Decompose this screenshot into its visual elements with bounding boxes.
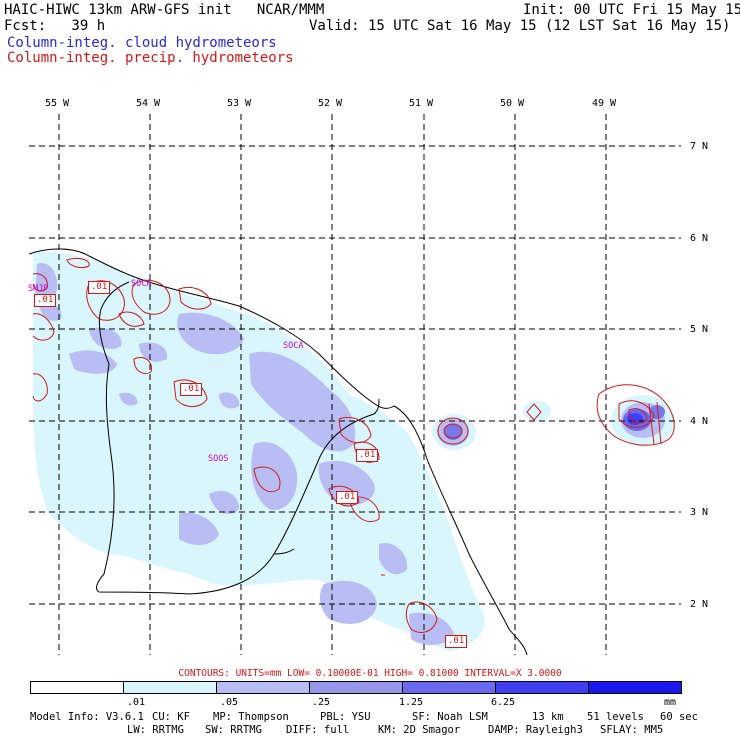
colorbar-tick: .01: [127, 697, 146, 708]
lat-lon-grid: [29, 114, 681, 655]
surface-layer-scheme: SFLAY: MM5: [600, 724, 664, 736]
lon-label-49w: 49 W: [592, 98, 617, 109]
lon-label-50w: 50 W: [500, 98, 525, 109]
shortwave-scheme: SW: RRTMG: [205, 724, 262, 736]
region-label-soos: SOOS: [208, 454, 229, 464]
precip-contours: [32, 257, 675, 633]
grid-spacing: 13 km: [532, 711, 564, 723]
pbl-scheme: PBL: YSU: [320, 711, 371, 723]
lon-label-55w: 55 W: [45, 98, 70, 109]
lat-label-3n: 3 N: [690, 507, 709, 518]
region-label-soca: SOCA: [283, 341, 304, 351]
contour-label: .01: [180, 383, 203, 396]
eddy-coefficient-option: KM: 2D Smagor: [378, 724, 461, 736]
region-label-soca-north: SOCA: [131, 279, 152, 289]
title-line: HAIC-HIWC 13km ARW-GFS init NCAR/MMM: [4, 2, 325, 18]
colorbar: [30, 681, 682, 694]
damping-option: DAMP: Rayleigh3: [488, 724, 583, 736]
contour-label: .01: [356, 449, 379, 462]
map-panel: [29, 114, 681, 655]
microphysics-scheme: MP: Thompson: [213, 711, 289, 723]
colorbar-tick: .05: [220, 697, 239, 708]
contour-label: .01: [34, 294, 57, 307]
colorbar-units: mm: [664, 697, 677, 708]
contour-label: .01: [445, 635, 468, 648]
valid-time: Valid: 15 UTC Sat 16 May 15 (12 LST Sat …: [309, 18, 731, 34]
coastline: [29, 248, 528, 655]
colorbar-bin: [31, 682, 123, 693]
colorbar-bin: [588, 682, 681, 693]
contour-label: .01: [336, 491, 359, 504]
longwave-scheme: LW: RRTMG: [127, 724, 184, 736]
colorbar-tick: 6.25: [491, 697, 516, 708]
lat-label-2n: 2 N: [690, 599, 709, 610]
lat-label-6n: 6 N: [690, 233, 709, 244]
colorbar-bin: [216, 682, 309, 693]
region-label-smjp: SMJP: [28, 284, 49, 294]
lon-label-52w: 52 W: [318, 98, 343, 109]
model-version: Model Info: V3.6.1: [30, 711, 144, 723]
colorbar-bin: [402, 682, 495, 693]
colorbar-bin: [123, 682, 216, 693]
colorbar-tick: 1.25: [399, 697, 424, 708]
lat-label-5n: 5 N: [690, 324, 709, 335]
surface-scheme: SF: Noah LSM: [412, 711, 488, 723]
cloud-shading-dark: [444, 405, 665, 440]
forecast-hour: Fcst: 39 h: [4, 18, 106, 34]
time-step: 60 sec: [660, 711, 698, 723]
init-time: Init: 00 UTC Fri 15 May 15: [523, 2, 740, 18]
lon-label-54w: 54 W: [136, 98, 161, 109]
lat-label-4n: 4 N: [690, 416, 709, 427]
contour-label: .01: [88, 281, 111, 294]
contours-caption: CONTOURS: UNITS=mm LOW= 0.10000E-01 HIGH…: [178, 668, 562, 679]
shaded-field-label: Column-integ. cloud hydrometeors: [7, 35, 277, 51]
colorbar-bin: [309, 682, 402, 693]
cumulus-scheme: CU: KF: [152, 711, 190, 723]
colorbar-bin: [495, 682, 588, 693]
vertical-levels: 51 levels: [587, 711, 644, 723]
colorbar-tick: .25: [312, 697, 331, 708]
contour-field-label: Column-integ. precip. hydrometeors: [7, 50, 294, 66]
lat-label-7n: 7 N: [690, 141, 709, 152]
lon-label-53w: 53 W: [227, 98, 252, 109]
lon-label-51w: 51 W: [409, 98, 434, 109]
diffusion-option: DIFF: full: [286, 724, 350, 736]
